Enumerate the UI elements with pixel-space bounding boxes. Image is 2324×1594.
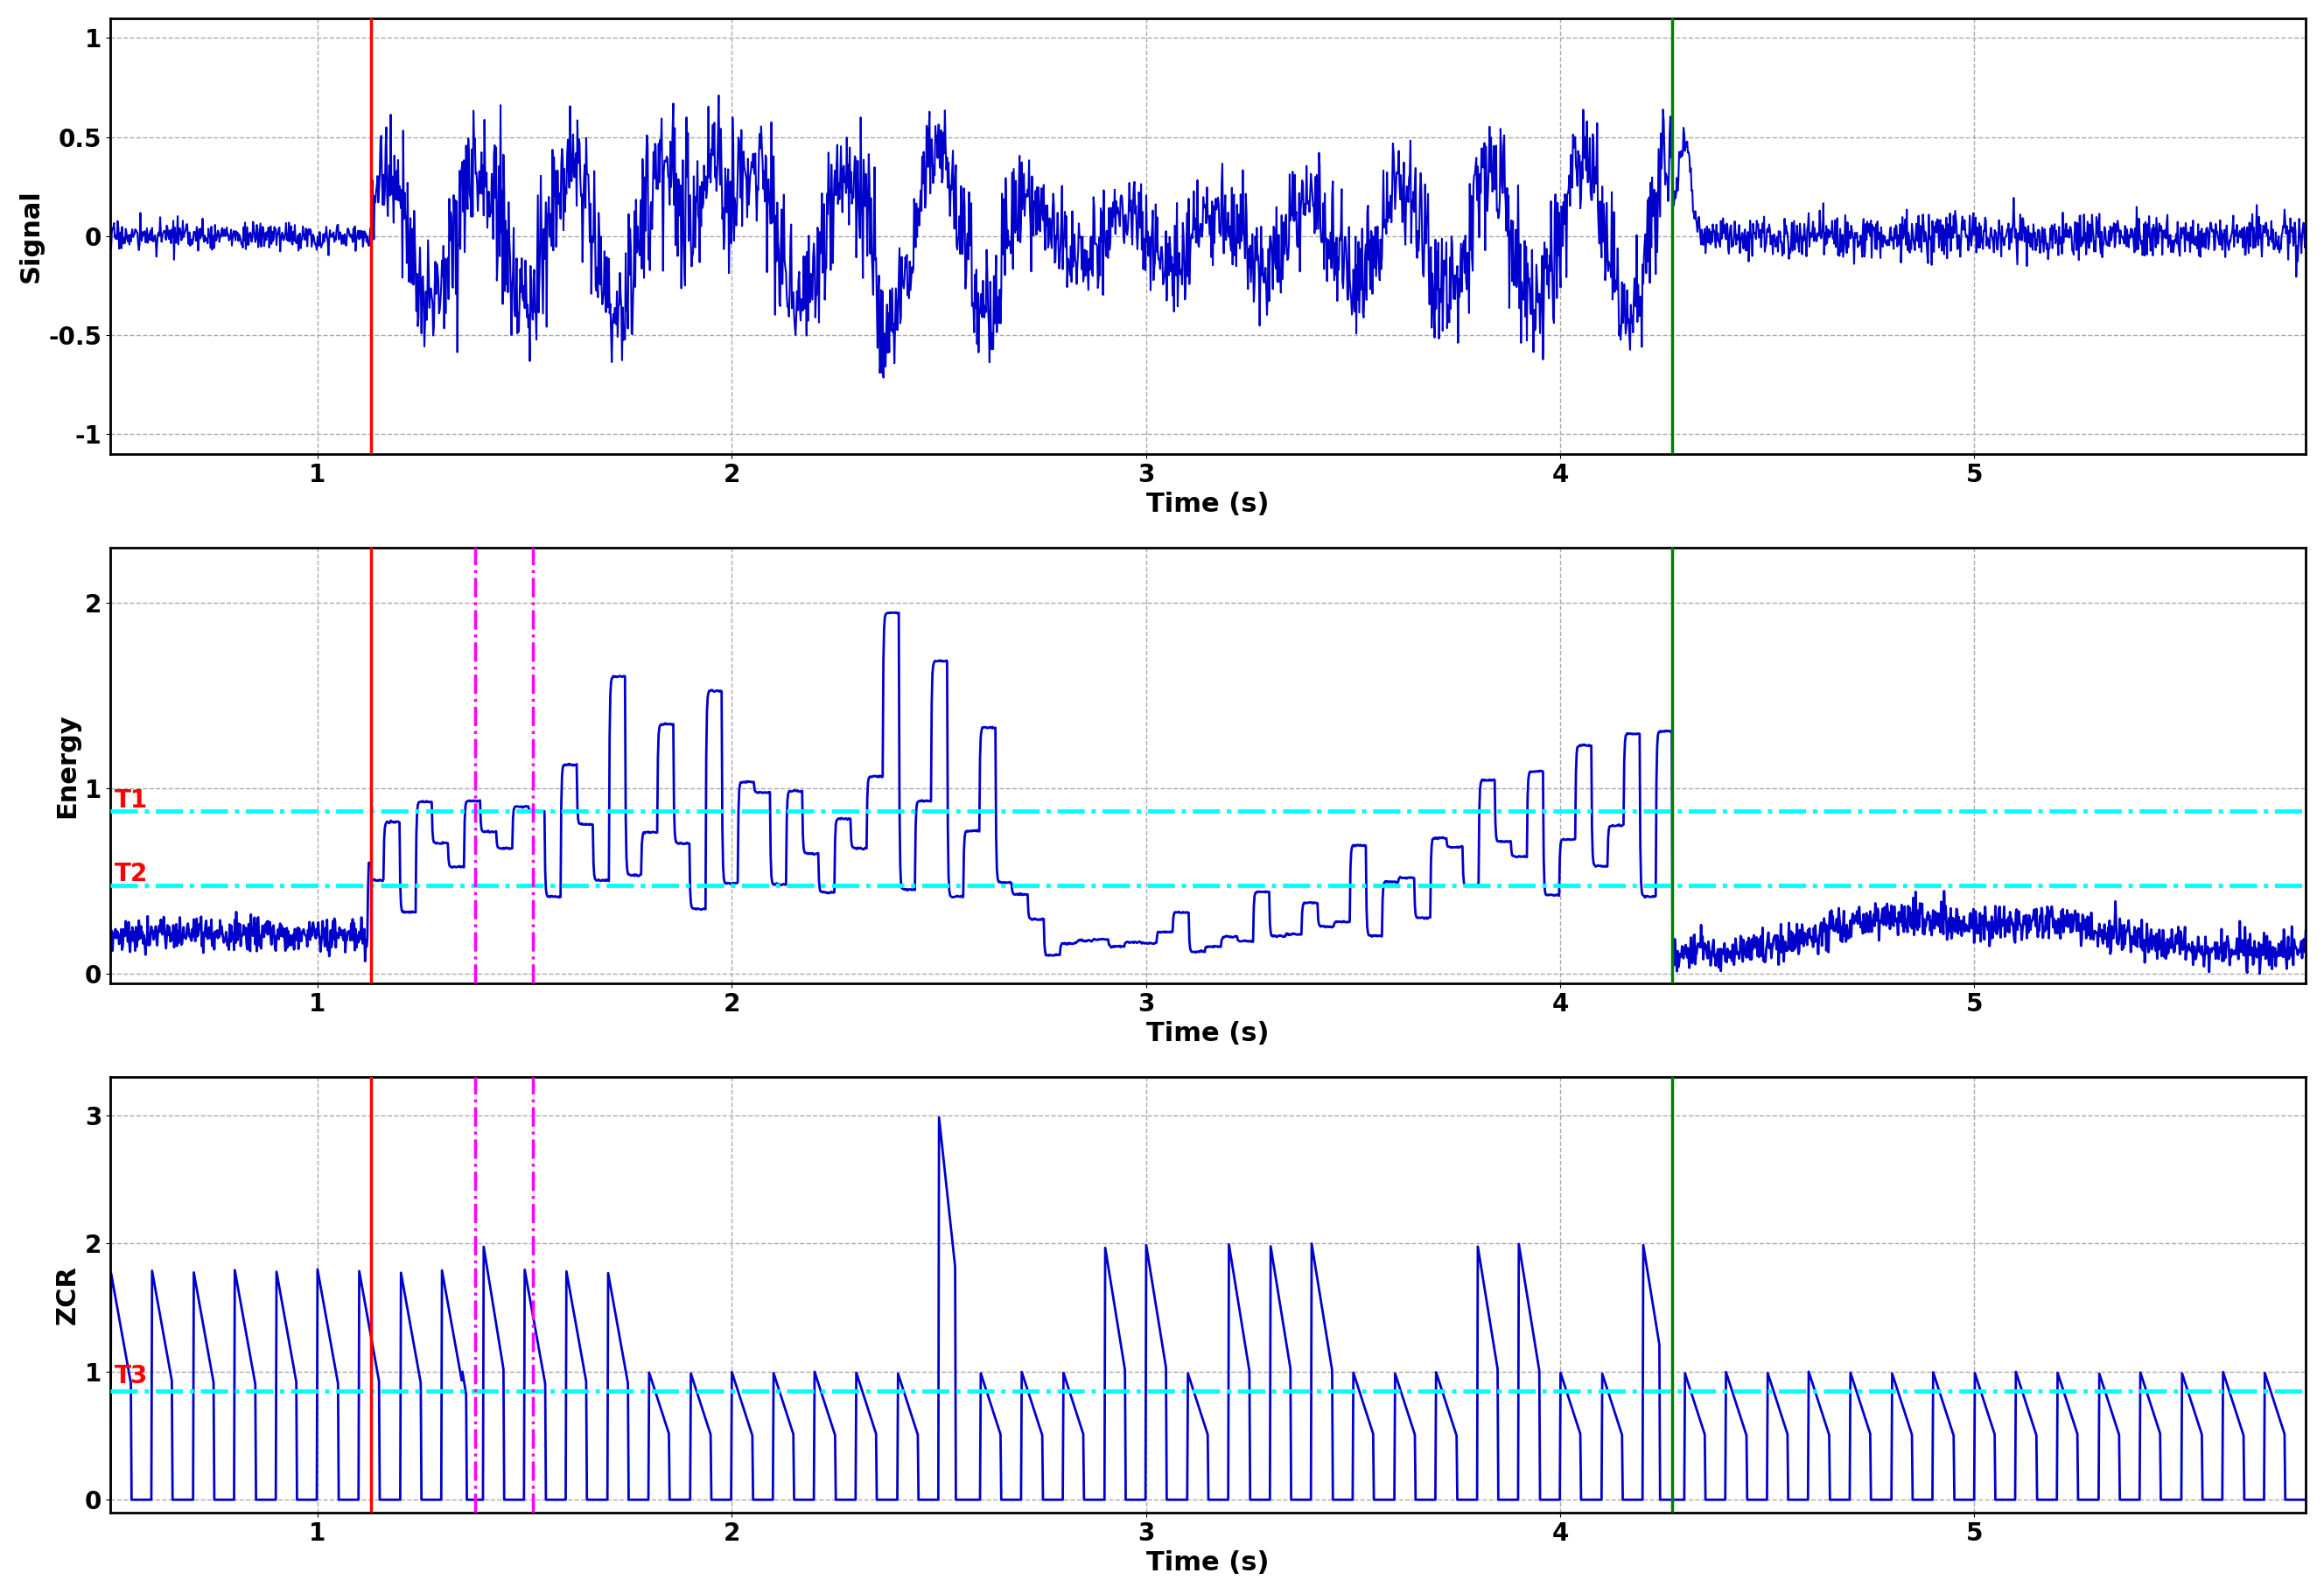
X-axis label: Time (s): Time (s)	[1146, 1022, 1269, 1047]
Text: T3: T3	[114, 1364, 149, 1388]
X-axis label: Time (s): Time (s)	[1146, 493, 1269, 516]
Y-axis label: Energy: Energy	[56, 713, 79, 818]
Y-axis label: Signal: Signal	[19, 190, 44, 282]
Y-axis label: ZCR: ZCR	[56, 1266, 79, 1325]
Text: T1: T1	[114, 787, 149, 813]
X-axis label: Time (s): Time (s)	[1146, 1551, 1269, 1576]
Text: T2: T2	[114, 862, 149, 886]
